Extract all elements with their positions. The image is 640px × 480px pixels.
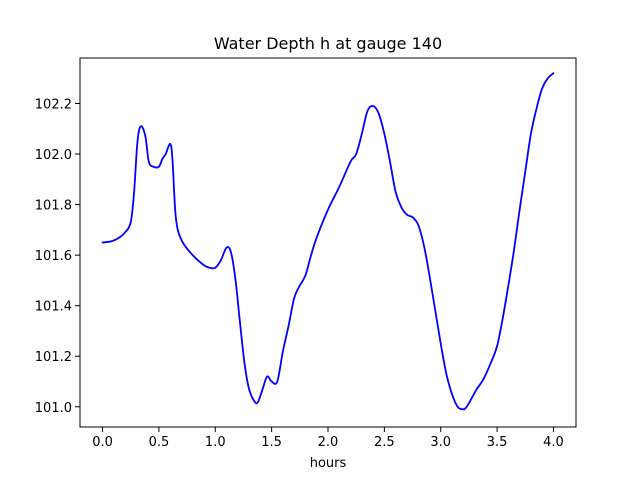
- x-tick-label: 0.0: [92, 435, 113, 450]
- chart-title: Water Depth h at gauge 140: [214, 34, 442, 53]
- x-axis-label: hours: [310, 456, 347, 471]
- series-line-0: [101, 72, 555, 411]
- y-tick-label: 101.0: [35, 401, 72, 416]
- x-tick-label: 2.5: [374, 435, 395, 450]
- x-tick-label: 3.0: [430, 435, 451, 450]
- y-tick-label: 102.0: [35, 148, 72, 163]
- series-layer: [101, 72, 555, 411]
- x-axis: 0.0 0.5 1.0 1.5 2.0 2.5 3.0 3.5 4.0: [92, 427, 564, 450]
- y-tick-label: 101.6: [35, 249, 72, 264]
- x-tick-label: 1.0: [205, 435, 226, 450]
- y-axis: 101.0 101.2 101.4 101.6 101.8 102.0 102.2: [35, 97, 80, 416]
- x-tick-label: 0.5: [149, 435, 170, 450]
- y-tick-label: 101.4: [35, 300, 72, 315]
- x-tick-label: 3.5: [487, 435, 508, 450]
- y-tick-label: 102.2: [35, 97, 72, 112]
- y-tick-label: 101.2: [35, 350, 72, 365]
- x-tick-label: 2.0: [318, 435, 339, 450]
- x-tick-label: 4.0: [543, 435, 564, 450]
- x-tick-label: 1.5: [261, 435, 282, 450]
- y-tick-label: 101.8: [35, 199, 72, 214]
